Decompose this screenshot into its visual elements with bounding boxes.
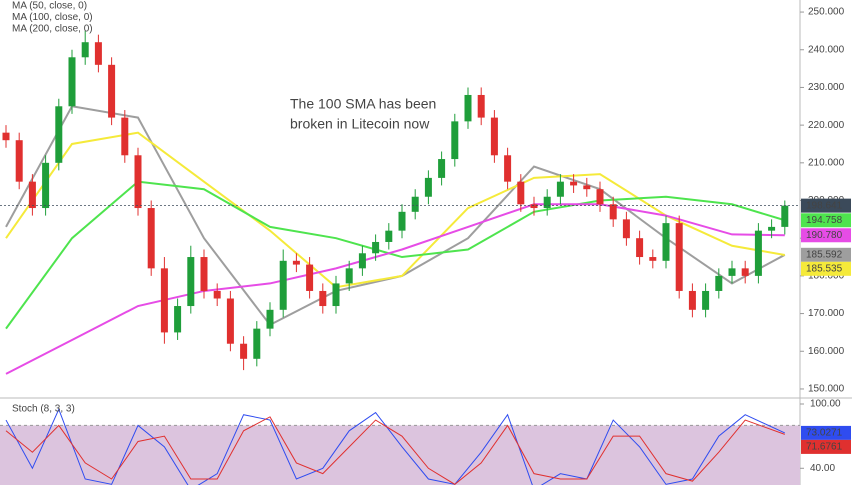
panel-title: Stoch (8, 3, 3) <box>12 404 75 415</box>
candle-body <box>583 185 591 190</box>
price-tag <box>801 228 851 243</box>
candle-body <box>279 260 287 310</box>
price-tag-label: 185.592 <box>806 249 843 260</box>
candle-body <box>292 260 300 265</box>
candle-body <box>2 132 10 141</box>
candle-body <box>543 196 551 209</box>
candle-body <box>108 64 116 118</box>
candle-body <box>754 230 762 276</box>
candle-body <box>662 223 670 261</box>
y-tick-label: 230.000 <box>808 82 845 93</box>
candle-body <box>68 57 76 107</box>
candle-body <box>622 219 630 239</box>
annotation: broken in Litecoin now <box>290 116 430 132</box>
candle-body <box>530 204 538 209</box>
price-panel <box>2 30 789 375</box>
candle-body <box>55 106 63 163</box>
stoch-line <box>5 416 785 485</box>
y-tick-label: 180.000 <box>808 271 845 282</box>
candle-body <box>187 257 195 307</box>
candle-body <box>490 117 498 156</box>
candle-body <box>702 290 710 310</box>
candle-body <box>464 94 472 122</box>
candle-body <box>226 298 234 344</box>
candle-body <box>649 257 657 261</box>
y-tick-label: 240.000 <box>808 44 845 55</box>
price-tag <box>801 247 851 262</box>
candle-body <box>424 177 432 197</box>
candle-body <box>596 189 604 205</box>
candle-body <box>372 241 380 254</box>
annotation: The 100 SMA has been <box>290 96 436 112</box>
candle-body <box>15 140 23 182</box>
candle-body <box>94 42 102 65</box>
y-tick-label: 160.000 <box>808 346 845 357</box>
price-tag-label: 198.641 <box>806 200 843 211</box>
candle-body <box>42 162 50 209</box>
candle-body <box>504 155 512 182</box>
price-tag <box>801 198 851 213</box>
y-tick-label: 250.000 <box>808 7 845 18</box>
price-tag <box>801 261 851 276</box>
price-tag-label: 185.535 <box>806 263 843 274</box>
candle-body <box>570 181 578 186</box>
candle-body <box>517 181 525 205</box>
candle-body <box>438 159 446 178</box>
candle-body <box>332 283 340 307</box>
candle-body <box>675 223 683 291</box>
candle-body <box>345 268 353 284</box>
candle-body <box>200 257 208 291</box>
candle-body <box>174 306 182 333</box>
candle-body <box>768 226 776 231</box>
candle-body <box>477 94 485 118</box>
candle-body <box>147 208 155 269</box>
y-tick-label: 170.000 <box>808 308 845 319</box>
candle-body <box>556 181 564 197</box>
candle-body <box>688 290 696 310</box>
candle-body <box>319 290 327 307</box>
price-tag <box>801 439 851 454</box>
candle-body <box>781 205 789 227</box>
candle-body <box>81 42 89 58</box>
price-tag-label: 194.758 <box>806 215 843 226</box>
candle-body <box>636 238 644 258</box>
candle-body <box>609 204 617 220</box>
price-tag-label: 71.6761 <box>806 442 843 453</box>
y-tick-label: 220.000 <box>808 120 845 131</box>
ma-line <box>5 203 785 375</box>
legend-entry: MA (100, close, 0) <box>12 12 93 23</box>
stoch-panel <box>0 408 800 485</box>
y-tick-label: 210.000 <box>808 157 845 168</box>
y-tick-label: 40.00 <box>810 463 835 474</box>
candle-body <box>306 264 314 291</box>
candle-body <box>411 196 419 212</box>
candle-body <box>134 155 142 209</box>
candle-body <box>213 290 221 299</box>
candle-body <box>398 211 406 231</box>
price-tag <box>801 425 851 440</box>
candle-body <box>160 268 168 333</box>
candle-body <box>240 343 248 359</box>
price-tag <box>801 213 851 228</box>
legend-entry: MA (200, close, 0) <box>12 24 93 35</box>
candle-body <box>451 121 459 160</box>
candle-body <box>715 275 723 291</box>
candle-body <box>28 181 36 209</box>
candle-body <box>385 230 393 242</box>
y-tick-label: 100.00 <box>810 399 841 410</box>
candle-body <box>728 268 736 276</box>
legend-entry: MA (50, close, 0) <box>12 1 87 12</box>
y-tick-label: 150.000 <box>808 384 845 395</box>
candle-body <box>121 117 129 156</box>
stoch-line <box>5 408 786 485</box>
price-tag-label: 73.0271 <box>806 428 843 439</box>
price-tag-label: 190.780 <box>806 230 843 241</box>
candle-body <box>266 309 274 329</box>
candle-body <box>741 268 749 276</box>
candle-body <box>358 253 366 269</box>
candle-body <box>253 328 261 359</box>
